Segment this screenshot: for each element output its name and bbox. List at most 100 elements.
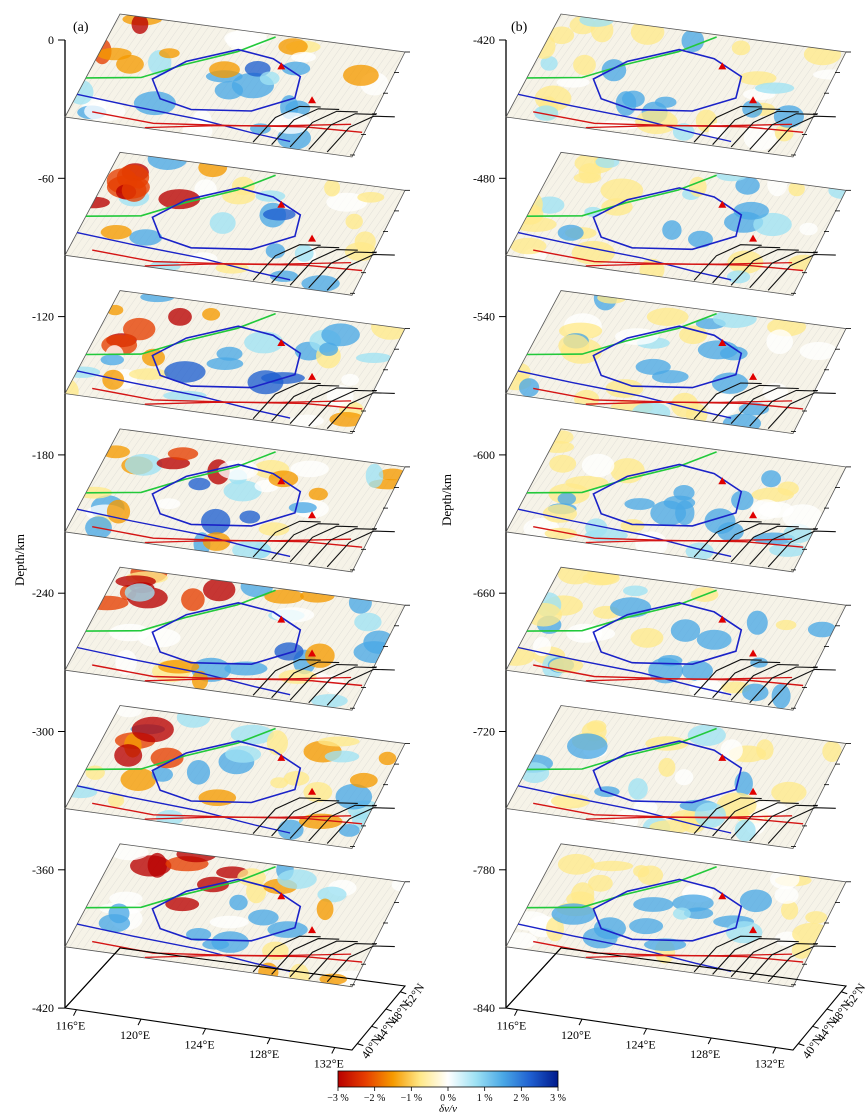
anomaly-patch: [550, 793, 591, 809]
slab-depth-contour: [252, 382, 321, 420]
anomaly-patch: [600, 178, 644, 203]
lat-tick-label: 52°N: [842, 980, 868, 1009]
anomaly-patch: [788, 181, 805, 197]
slab-depth-contour: [693, 244, 762, 281]
anomaly-patch: [316, 898, 334, 921]
lat-tick: [357, 1043, 364, 1047]
red-fault-line: [144, 676, 352, 682]
anomaly-patch: [124, 583, 155, 602]
anomaly-patch: [216, 346, 243, 361]
anomaly-patch: [581, 453, 615, 478]
blue-contour-line: [592, 325, 743, 389]
anomaly-patch: [635, 109, 678, 135]
velocity-anomaly-field: [65, 567, 405, 711]
anomaly-patch: [733, 201, 769, 220]
anomaly-patch: [742, 683, 769, 702]
anomaly-patch: [506, 932, 537, 949]
anomaly-patch: [646, 307, 689, 326]
anomaly-patch: [110, 844, 149, 861]
anomaly-patch: [108, 793, 125, 808]
volcano-marker: [718, 615, 727, 623]
slab-depth-contour: [767, 115, 836, 153]
velocity-anomaly-field: [65, 14, 405, 157]
anomaly-patch: [357, 192, 385, 203]
slab-depth-contour: [693, 520, 762, 558]
blue-contour-line: [592, 463, 743, 527]
anomaly-patch: [343, 64, 379, 86]
anomaly-patch: [557, 224, 584, 241]
anomaly-patch: [258, 962, 279, 983]
volcano-marker: [718, 753, 727, 761]
anomaly-patch: [712, 309, 757, 328]
velocity-anomaly-field: [506, 152, 846, 296]
velocity-anomaly-field: [65, 428, 405, 572]
red-fault-line: [585, 538, 793, 544]
depth-slice: [64, 13, 410, 158]
anomaly-patch: [628, 778, 648, 800]
anomaly-patch: [742, 100, 763, 118]
depth-tick-label: -120: [32, 310, 54, 324]
blue-contour-line: [151, 878, 302, 942]
anomaly-patch: [799, 342, 838, 360]
volcano-marker: [718, 477, 727, 485]
anomaly-patch: [540, 56, 558, 71]
anomaly-patch: [754, 82, 795, 94]
green-fault-line: [85, 866, 276, 909]
anomaly-patch: [324, 179, 341, 197]
lon-tick: [772, 1047, 777, 1054]
green-fault-line: [526, 866, 717, 909]
volcano-marker: [308, 372, 317, 380]
anomaly-patch: [365, 463, 384, 488]
lon-tick: [73, 1009, 77, 1016]
green-fault-line: [526, 174, 717, 217]
topography-shading: [506, 14, 846, 157]
blue-boundary-line: [517, 785, 732, 834]
blue-contour-line: [151, 325, 302, 389]
slab-depth-contour: [308, 113, 377, 150]
anomaly-patch: [109, 623, 151, 642]
anomaly-patch: [338, 824, 360, 837]
anomaly-patch: [114, 744, 143, 767]
anomaly-patch: [739, 889, 772, 913]
anomaly-patch: [510, 237, 547, 255]
anomaly-patch: [277, 819, 304, 840]
lat-tick: [798, 1043, 805, 1047]
green-fault-line: [85, 36, 276, 79]
anomaly-patch: [248, 909, 279, 926]
anomaly-patch: [263, 208, 296, 221]
volcano-marker: [277, 615, 286, 623]
anomaly-patch: [707, 393, 739, 417]
anomaly-patch: [317, 886, 347, 903]
depth-tick-label: -720: [473, 725, 495, 739]
depth-tick-label: 0: [48, 33, 54, 47]
slab-depth-contour: [749, 804, 818, 842]
anomaly-patch: [731, 40, 751, 56]
anomaly-patch: [828, 182, 846, 199]
slab-depth-contour: [308, 251, 377, 289]
anomaly-patch: [100, 225, 132, 240]
depth-slice: [505, 843, 851, 988]
anomaly-patch: [673, 907, 691, 920]
anomaly-patch: [590, 860, 634, 872]
anomaly-patch: [716, 792, 757, 819]
lon-tick-label: 124°E: [626, 1038, 656, 1052]
anomaly-patch: [159, 48, 180, 59]
anomaly-patch: [129, 229, 163, 246]
slab-depth-contour: [271, 384, 340, 422]
volcano-marker: [749, 511, 758, 519]
blue-boundary-line: [76, 231, 291, 281]
slab-depth-contour: [326, 807, 395, 844]
anomaly-patch: [355, 352, 392, 363]
slab-depth-contour: [693, 935, 762, 973]
slab-depth-contour: [252, 935, 321, 973]
depth-tick-label: -180: [32, 448, 54, 462]
slab-depth-contour: [271, 108, 340, 145]
blue-boundary-line: [76, 93, 291, 143]
volcano-marker: [718, 62, 727, 70]
anomaly-patch: [762, 382, 788, 401]
lon-tick-label: 120°E: [120, 1028, 150, 1042]
anomaly-patch: [131, 716, 174, 743]
green-fault-line: [526, 312, 717, 356]
anomaly-patch: [120, 768, 157, 791]
velocity-anomaly-field: [65, 705, 405, 849]
